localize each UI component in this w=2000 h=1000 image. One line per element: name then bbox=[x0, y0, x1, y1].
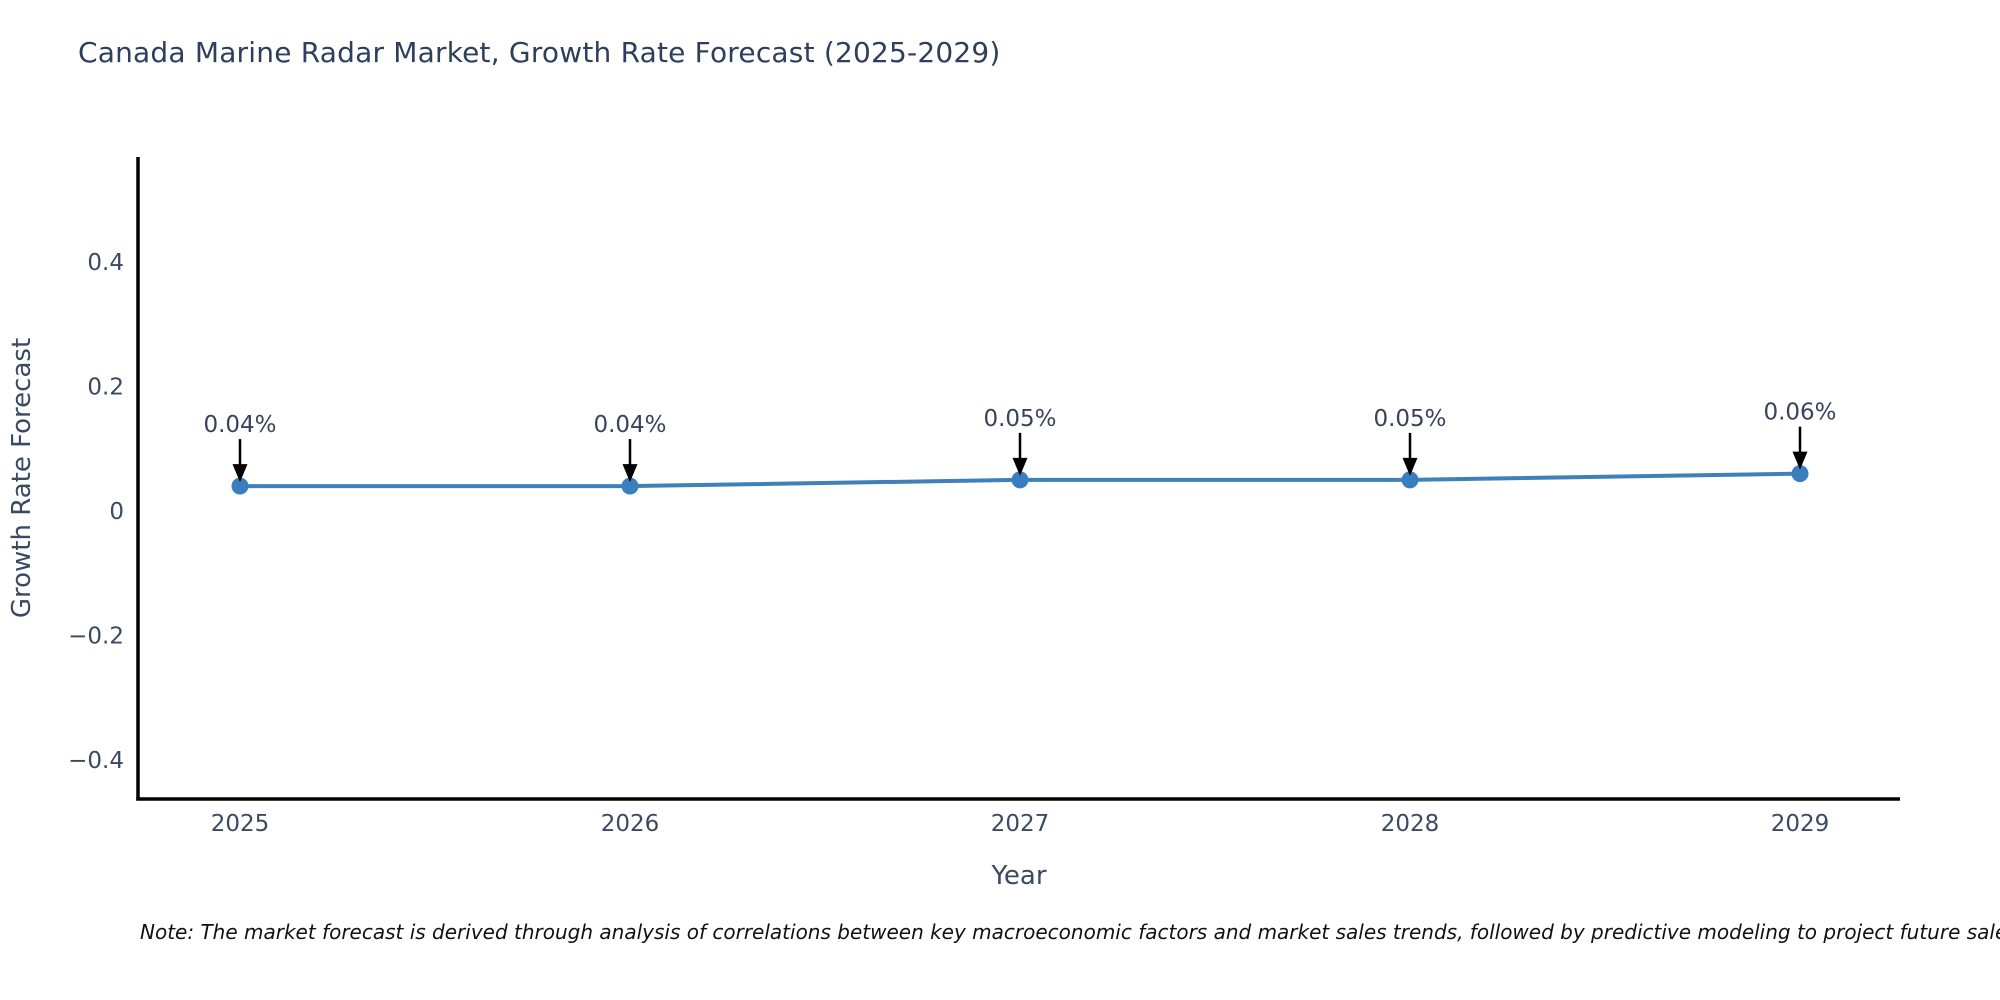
x-tick-label: 2028 bbox=[1381, 811, 1440, 837]
data-point-annotation: 0.05% bbox=[983, 406, 1057, 476]
x-tick-label: 2029 bbox=[1771, 811, 1830, 837]
data-point-marker bbox=[1011, 471, 1029, 489]
data-point-marker bbox=[231, 477, 249, 495]
x-tick-label: 2026 bbox=[601, 811, 660, 837]
data-point-annotation: 0.05% bbox=[1373, 406, 1447, 476]
footnote: Note: The market forecast is derived thr… bbox=[140, 920, 2000, 944]
data-point-annotation: 0.04% bbox=[593, 412, 667, 483]
y-tick-label: −0.4 bbox=[68, 748, 124, 774]
annotation-arrowhead-icon bbox=[1402, 457, 1418, 476]
annotation-arrowhead-icon bbox=[232, 464, 248, 483]
y-tick-label: 0.2 bbox=[87, 374, 124, 400]
data-point-marker bbox=[1401, 471, 1419, 489]
annotation-arrowhead-icon bbox=[1792, 451, 1808, 470]
y-tick-label: −0.2 bbox=[68, 624, 124, 650]
x-tick-label: 2027 bbox=[991, 811, 1050, 837]
y-axis-tick-labels: 0.4 0.2 0 −0.2 −0.4 bbox=[68, 250, 124, 774]
x-axis-title: Year bbox=[990, 861, 1046, 891]
chart-title: Canada Marine Radar Market, Growth Rate … bbox=[78, 36, 1001, 69]
data-point-value-label: 0.04% bbox=[203, 412, 276, 438]
annotation-arrowhead-icon bbox=[622, 464, 638, 483]
data-point-value-label: 0.05% bbox=[983, 406, 1056, 432]
data-point-value-label: 0.06% bbox=[1763, 400, 1836, 426]
y-tick-label: 0 bbox=[109, 499, 124, 525]
annotation-arrowhead-icon bbox=[1012, 457, 1028, 476]
data-point-markers bbox=[231, 465, 1809, 495]
data-point-value-label: 0.04% bbox=[593, 412, 666, 438]
data-point-marker bbox=[1791, 465, 1809, 483]
x-axis-tick-labels: 2025 2026 2027 2028 2029 bbox=[211, 811, 1830, 837]
data-point-annotation: 0.04% bbox=[203, 412, 277, 483]
data-point-annotations: 0.04% 0.04% 0.05% 0.05% 0.06% bbox=[203, 400, 1837, 483]
y-tick-label: 0.4 bbox=[87, 250, 124, 276]
data-point-marker bbox=[621, 477, 639, 495]
x-tick-label: 2025 bbox=[211, 811, 270, 837]
data-point-annotation: 0.06% bbox=[1763, 400, 1837, 470]
data-point-value-label: 0.05% bbox=[1373, 406, 1446, 432]
y-axis-title: Growth Rate Forecast bbox=[7, 338, 37, 618]
